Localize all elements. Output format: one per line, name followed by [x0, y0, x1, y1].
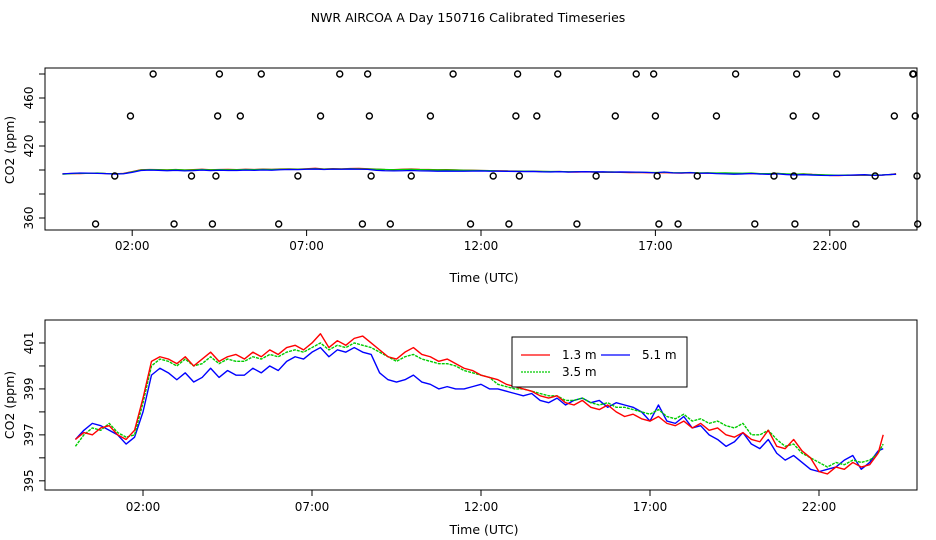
calibration-point — [257, 70, 265, 78]
top-panel-calibration-plot: 02:00 07:00 12:00 17:00 22:00 360 420 460 Time… — [2, 67, 922, 285]
bottom-x-tick-label: 07:00 — [295, 500, 330, 514]
calibration-point — [208, 220, 217, 228]
bottom-panel-x-axis: 02:00 07:00 12:00 17:00 22:00 — [126, 490, 837, 514]
calibration-point — [632, 70, 640, 78]
calibration-point — [126, 112, 135, 120]
top-x-tick-label: 02:00 — [115, 239, 150, 253]
calibration-point — [655, 220, 663, 228]
bottom-y-tick-label: 397 — [22, 423, 36, 446]
calibration-point — [890, 112, 899, 120]
calibration-point — [512, 112, 520, 120]
calibration-point — [751, 220, 759, 228]
calibration-point — [515, 172, 524, 180]
calibration-point — [215, 70, 224, 78]
calibration-point — [466, 220, 475, 228]
legend-label-5-1m: 5.1 m — [642, 348, 677, 362]
calibration-point — [149, 70, 157, 78]
top-x-tick-label: 17:00 — [638, 239, 673, 253]
calibration-point — [449, 70, 457, 78]
legend-label-1-3m: 1.3 m — [562, 348, 597, 362]
bottom-y-tick-label: 401 — [22, 332, 36, 355]
top-y-tick-label: 460 — [22, 87, 36, 110]
calibration-point — [914, 220, 922, 228]
calibration-point — [712, 112, 721, 120]
bottom-panel-y-axis-label: CO2 (ppm) — [2, 371, 17, 439]
calibration-point — [909, 70, 917, 78]
top-y-tick-label: 360 — [22, 207, 36, 230]
calibration-point — [573, 220, 581, 228]
calibration-point — [789, 112, 797, 120]
top-x-tick-label: 07:00 — [289, 239, 324, 253]
figure-title: NWR AIRCOA A Day 150716 Calibrated Times… — [311, 10, 626, 25]
bottom-x-tick-label: 17:00 — [633, 500, 668, 514]
calibration-point — [294, 172, 302, 180]
top-x-tick-label: 22:00 — [813, 239, 848, 253]
calibration-point — [674, 220, 682, 228]
top-x-tick-label: 12:00 — [464, 239, 499, 253]
calibration-point — [336, 70, 344, 78]
calibration-point — [852, 220, 860, 228]
bottom-panel-timeseries-plot: 02:00 07:00 12:00 17:00 22:00 395 397 399 401 T… — [2, 319, 918, 537]
top-y-tick-label: 420 — [22, 135, 36, 158]
calibration-point — [833, 70, 841, 78]
calibration-point — [871, 172, 879, 180]
bottom-panel-y-axis: 395 397 399 401 — [22, 332, 45, 492]
calibration-point — [651, 112, 660, 120]
calibration-point — [236, 112, 245, 120]
legend-box — [511, 336, 688, 388]
calibration-point — [792, 70, 801, 78]
calibration-point — [407, 172, 415, 180]
series-line-1-3-m — [74, 333, 884, 475]
top-panel-plot-area — [62, 70, 922, 228]
top-panel-y-axis: 360 420 460 — [22, 73, 45, 230]
legend-label-3-5m: 3.5 m — [562, 365, 597, 379]
calibration-point — [913, 172, 921, 180]
top-series-line-5-1-m — [62, 168, 897, 177]
bottom-y-tick-label: 395 — [22, 469, 36, 492]
calibration-point — [693, 172, 701, 180]
bottom-x-tick-label: 02:00 — [126, 500, 161, 514]
calibration-point — [316, 112, 325, 120]
calibration-point — [653, 172, 661, 180]
top-panel-x-axis-label: Time (UTC) — [448, 270, 518, 285]
calibration-point — [213, 112, 222, 120]
calibration-point — [363, 70, 372, 78]
bottom-panel-plot-area — [74, 333, 884, 475]
calibration-point — [212, 172, 220, 180]
bottom-panel-x-axis-label: Time (UTC) — [448, 522, 518, 537]
calibration-point — [358, 220, 367, 228]
calibration-point — [170, 220, 178, 228]
calibration-point — [791, 220, 799, 228]
calibration-point — [111, 172, 119, 180]
calibration-point — [275, 220, 283, 228]
calibration-point — [731, 70, 740, 78]
top-panel-x-axis: 02:00 07:00 12:00 17:00 22:00 — [115, 230, 847, 253]
calibration-point — [365, 112, 374, 120]
calibration-point — [790, 172, 798, 180]
calibration-point — [911, 112, 919, 120]
legend: 1.3 m 5.1 m 3.5 m — [511, 336, 688, 388]
bottom-y-tick-label: 399 — [22, 377, 36, 400]
calibration-point — [812, 112, 820, 120]
calibration-point — [592, 172, 600, 180]
top-panel-y-axis-label: CO2 (ppm) — [2, 116, 17, 184]
calibration-point — [386, 220, 395, 228]
series-line-5-1-m — [74, 346, 884, 473]
bottom-x-tick-label: 22:00 — [802, 500, 837, 514]
calibration-point — [426, 112, 435, 120]
calibration-point — [533, 112, 541, 120]
calibration-point — [611, 112, 619, 120]
calibration-point — [91, 220, 100, 228]
calibration-point — [554, 70, 562, 78]
calibration-point — [770, 172, 778, 180]
calibration-point — [505, 220, 513, 228]
calibration-point — [649, 70, 658, 78]
calibration-point — [187, 172, 196, 180]
calibration-point — [513, 70, 522, 78]
calibration-point — [489, 172, 497, 180]
bottom-x-tick-label: 12:00 — [464, 500, 499, 514]
calibration-point — [367, 172, 375, 180]
